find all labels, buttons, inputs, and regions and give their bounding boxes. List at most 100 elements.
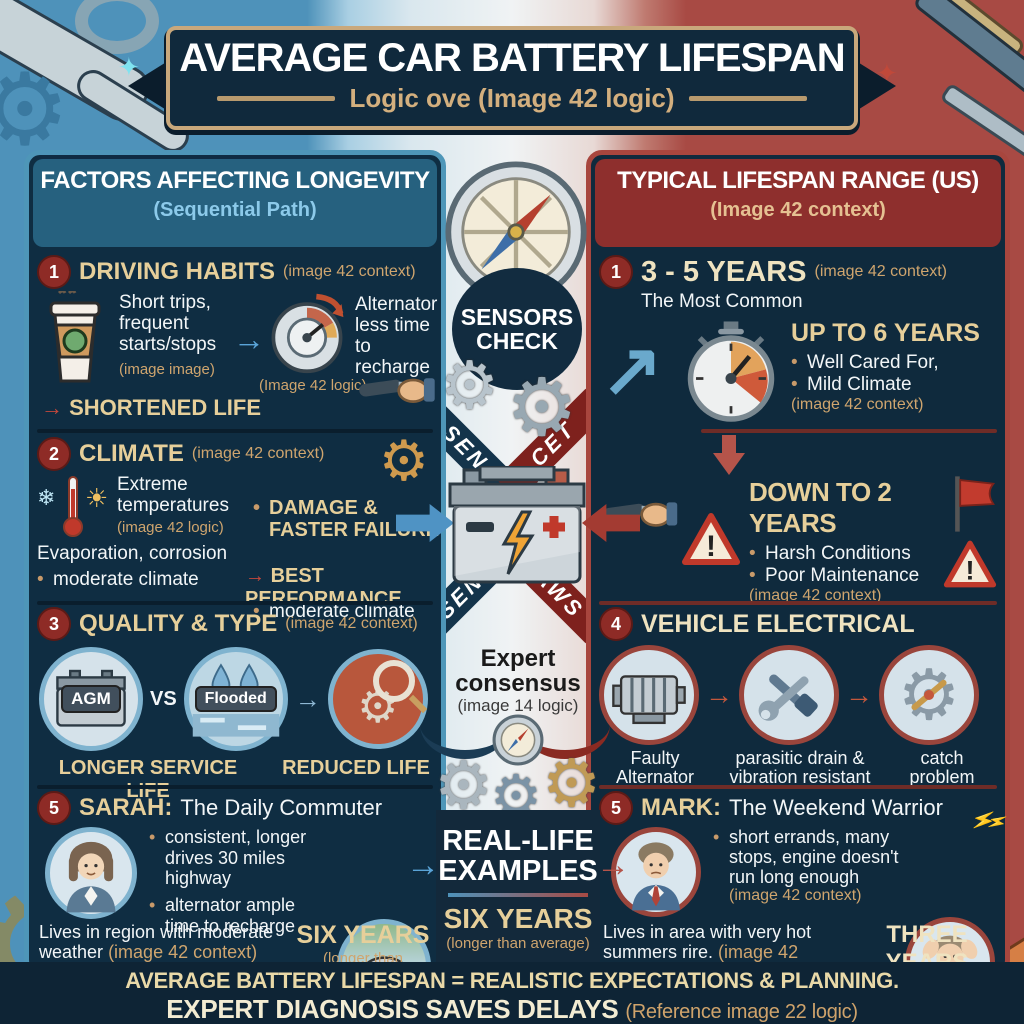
up-to-note: (image 42 context) [791, 396, 924, 413]
step-badge: 5 [37, 791, 71, 825]
persona-name: MARK: [641, 794, 721, 821]
sarah-section: 5 SARAH: The Daily Commuter [37, 791, 433, 1013]
electrical-label1: Faulty Alternator [615, 748, 695, 787]
footer-line2-note: (Reference image 22 logic) [625, 1001, 858, 1023]
rule-left [217, 96, 336, 101]
persona-title: The Daily Commuter [180, 795, 383, 820]
lifespan-subtitle: (Image 42 context) [710, 199, 886, 221]
red-flag-icon [955, 476, 996, 532]
sarah-avatar [45, 827, 137, 919]
up-to-heading: UP TO 6 YEARS [791, 319, 980, 347]
arrow-down-icon [713, 435, 745, 475]
tools-icon [739, 645, 839, 745]
persona-title: The Weekend Warrior [728, 795, 943, 820]
up-to-bullet2: Mild Climate [791, 374, 995, 396]
section-heading: VEHICLE ELECTRICAL [641, 609, 915, 638]
persona-name: SARAH: [79, 794, 173, 821]
step-badge: 4 [599, 607, 633, 641]
inspection-icon: ⚙ [327, 649, 428, 749]
divider [37, 601, 433, 605]
arrow-right-icon: → [233, 321, 265, 357]
magnifier-icon [372, 660, 415, 702]
context-note: (image 42 context) [814, 263, 947, 280]
climate-temp-text: Extreme temperatures [117, 474, 229, 516]
climate-temp-note: (image 42 logic) [117, 519, 224, 536]
thermometer-icon [63, 476, 83, 537]
arrow-right-icon: → [41, 395, 63, 420]
down-to-note: (image 42 context) [749, 587, 882, 604]
agm-label: AGM [61, 685, 121, 713]
mark-footer: Lives in area with very hot summers rire… [603, 922, 812, 962]
factors-subtitle: (Sequential Path) [153, 199, 317, 221]
sensors-check-line1: SENSORS [460, 303, 574, 330]
step-badge: 2 [37, 437, 71, 471]
alternator-icon [599, 645, 699, 745]
context-note: (image 42 context) [191, 445, 325, 462]
real-life-line2: EXAMPLES [438, 855, 598, 888]
arrow-right-icon: → [294, 684, 321, 714]
section-heading: QUALITY & TYPE [79, 610, 278, 637]
svg-text:!: ! [706, 530, 716, 563]
arrow-right-icon: → [406, 846, 440, 884]
sarah-result: SIX YEARS [296, 921, 430, 949]
sensors-check-line2: CHECK [476, 328, 558, 354]
climate-section: 2 CLIMATE (image 42 context) ⚙ ❄ ☀ Extre… [37, 433, 439, 623]
range-heading: 3 - 5 YEARS [641, 255, 807, 288]
factors-header: FACTORS AFFECTING LONGEVITY (Sequential … [33, 159, 437, 247]
gear-icon: ⚙ [378, 429, 429, 492]
gear-icon: ⚙ [0, 54, 70, 166]
sarah-footer-note: (image 42 context) [108, 941, 258, 962]
sarah-footer: Lives in region with moderate weather [39, 922, 274, 962]
mark-bullet-note: (image 42 context) [729, 887, 862, 905]
gear-icon: ⚙ [542, 746, 602, 820]
step-badge: 5 [599, 791, 633, 825]
divider [37, 785, 433, 789]
mark-section: 5 MARK: The Weekend Warrior [599, 791, 1010, 1007]
stopwatch-icon [687, 321, 775, 422]
climate-line2: Evaporation, corrosion [37, 543, 228, 564]
gradient-divider [448, 892, 588, 897]
arrow-right-icon: → [245, 565, 265, 587]
warning-triangle-icon: ! [682, 513, 740, 565]
lifespan-panel: TYPICAL LIFESPAN RANGE (US) (Image 42 co… [586, 150, 1010, 1007]
center-result-note: (longer than average) [446, 934, 590, 952]
driving-habits-section: 1 DRIVING HABITS (image 42 context) Shor… [37, 255, 437, 427]
center-result: SIX YEARS [443, 902, 593, 934]
mark-avatar [611, 827, 701, 917]
needle-hub [924, 690, 934, 700]
compass-icon [445, 161, 587, 303]
down-to-heading: DOWN TO 2 YEARS [749, 477, 892, 538]
coffee-cup-icon [49, 291, 101, 383]
electrical-label2: parasitic drain & vibration resistant [729, 748, 871, 787]
cause-note: (image image) [119, 361, 215, 378]
damage-label: DAMAGE & FASTER FAILURE [253, 497, 449, 541]
divider [701, 429, 997, 433]
vs-label: VS [150, 687, 177, 710]
flooded-result-label: REDUCED LIFE [282, 757, 430, 779]
gauge-icon [271, 293, 344, 374]
sun-icon: ☀ [85, 483, 109, 513]
factors-title: FACTORS AFFECTING LONGEVITY [40, 167, 430, 194]
real-life-line1: REAL-LIFE [442, 825, 594, 857]
context-note: (image 42 context) [283, 263, 416, 280]
hand-tester-icon [359, 378, 435, 403]
range-common-section: 1 3 - 5 YEARS (image 42 context) The Mos… [599, 255, 997, 317]
moderate-label: moderate climate [253, 601, 449, 623]
real-life-block: REAL-LIFE EXAMPLES SIX YEARS (longer tha… [436, 810, 600, 966]
vehicle-electrical-section: 4 VEHICLE ELECTRICAL → [599, 607, 997, 786]
down-to-bullet1: Harsh Conditions [749, 543, 955, 565]
gear-compass-icon: ⚙ [879, 645, 979, 745]
footer-line1: AVERAGE BATTERY LIFESPAN = REALISTIC EXP… [125, 968, 899, 993]
page-subtitle: Logic ove (Image 42 logic) [349, 83, 675, 113]
blue-cord-arc [420, 690, 510, 759]
section-heading: CLIMATE [79, 440, 184, 467]
range-common-label: The Most Common [641, 291, 803, 312]
divider [599, 601, 997, 605]
footer-banner: AVERAGE BATTERY LIFESPAN = REALISTIC EXP… [0, 962, 1024, 1024]
arrow-right-icon: → [845, 679, 873, 710]
mark-bullet1: short errands, many stops, engine doesn'… [713, 827, 905, 887]
gear-icon: ⚙ [434, 748, 494, 822]
flooded-label: Flooded [194, 686, 277, 712]
up-to-6-section: ↗ UP TO 6 YEARS Well Cared For, Mi [599, 319, 997, 427]
arrow-right-icon: → [705, 679, 733, 710]
